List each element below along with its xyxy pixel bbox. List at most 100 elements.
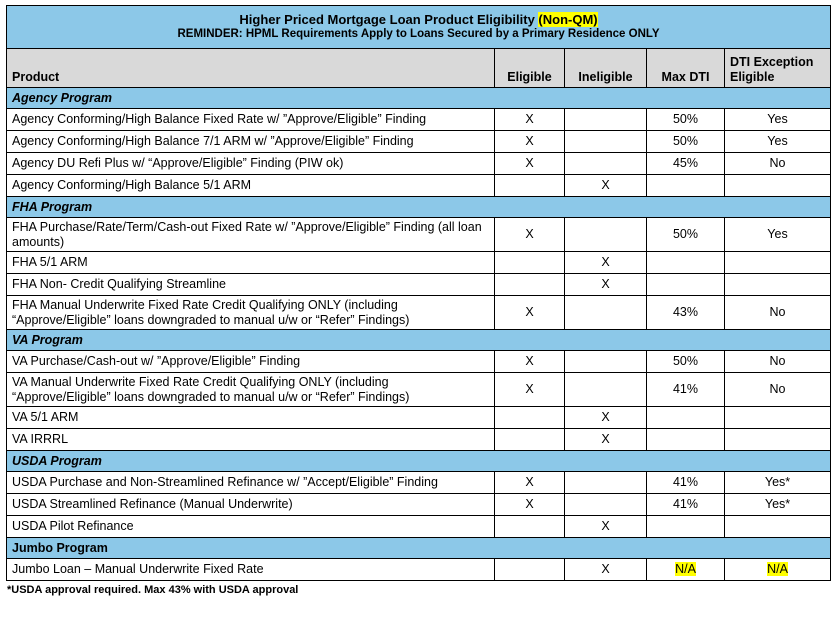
eligible-cell: X	[494, 372, 565, 407]
table-title: Higher Priced Mortgage Loan Product Elig…	[12, 12, 825, 27]
dti-exception-cell: No	[723, 350, 832, 373]
product-cell: VA IRRRL	[6, 428, 495, 451]
dti-exception-cell	[723, 174, 832, 197]
eligible-cell: X	[494, 130, 565, 153]
table-row: FHA Manual Underwrite Fixed Rate Credit …	[6, 295, 832, 330]
table-row: USDA Streamlined Refinance (Manual Under…	[6, 493, 832, 516]
product-cell: VA 5/1 ARM	[6, 406, 495, 429]
product-cell: USDA Purchase and Non-Streamlined Refina…	[6, 471, 495, 494]
table-row: Agency Conforming/High Balance Fixed Rat…	[6, 108, 832, 131]
max-dti-cell: 41%	[646, 493, 725, 516]
max-dti-cell: 43%	[646, 295, 725, 330]
table-row: Jumbo Loan – Manual Underwrite Fixed Rat…	[6, 558, 832, 581]
product-cell: USDA Streamlined Refinance (Manual Under…	[6, 493, 495, 516]
table-row: Agency Conforming/High Balance 5/1 ARM X	[6, 174, 832, 197]
highlighted-value: N/A	[767, 562, 788, 576]
eligible-cell	[494, 558, 565, 581]
ineligible-cell: X	[564, 273, 647, 296]
eligible-cell: X	[494, 350, 565, 373]
eligible-cell	[494, 174, 565, 197]
table-title-row: Higher Priced Mortgage Loan Product Elig…	[5, 5, 832, 49]
max-dti-cell: 41%	[646, 372, 725, 407]
dti-exception-cell: Yes*	[723, 471, 832, 494]
ineligible-cell	[564, 108, 647, 131]
eligible-cell: X	[494, 471, 565, 494]
eligible-cell: X	[494, 493, 565, 516]
eligibility-table: Higher Priced Mortgage Loan Product Elig…	[5, 5, 832, 581]
header-ineligible: Ineligible	[564, 48, 647, 88]
table-row: FHA 5/1 ARM X	[6, 251, 832, 274]
section-title: Jumbo Program	[5, 537, 832, 559]
product-cell: USDA Pilot Refinance	[6, 515, 495, 538]
max-dti-cell: 45%	[646, 152, 725, 175]
max-dti-cell	[646, 174, 725, 197]
eligible-cell: X	[494, 295, 565, 330]
header-dti-exception-line2: Eligible	[730, 70, 775, 84]
product-cell: Jumbo Loan – Manual Underwrite Fixed Rat…	[6, 558, 495, 581]
dti-exception-cell	[723, 251, 832, 274]
eligibility-document: Higher Priced Mortgage Loan Product Elig…	[5, 5, 832, 596]
product-cell: VA Purchase/Cash-out w/ ”Approve/Eligibl…	[6, 350, 495, 373]
product-cell: Agency Conforming/High Balance 7/1 ARM w…	[6, 130, 495, 153]
max-dti-cell	[646, 515, 725, 538]
table-row: FHA Non- Credit Qualifying Streamline X	[6, 273, 832, 296]
table-row: VA Manual Underwrite Fixed Rate Credit Q…	[6, 372, 832, 407]
section-row: FHA Program	[5, 196, 832, 218]
table-row: Agency Conforming/High Balance 7/1 ARM w…	[6, 130, 832, 153]
eligible-cell	[494, 406, 565, 429]
header-product: Product	[6, 48, 495, 88]
header-dti-exception-line1: DTI Exception	[730, 55, 814, 69]
dti-exception-cell: N/A	[723, 558, 832, 581]
dti-exception-cell: No	[723, 295, 832, 330]
table-row: VA IRRRL X	[6, 428, 832, 451]
max-dti-cell	[646, 406, 725, 429]
product-cell: FHA 5/1 ARM	[6, 251, 495, 274]
table-row: VA 5/1 ARM X	[6, 406, 832, 429]
section-title: Agency Program	[5, 87, 832, 109]
product-cell: FHA Manual Underwrite Fixed Rate Credit …	[6, 295, 495, 330]
dti-exception-cell: Yes	[723, 217, 832, 252]
header-max-dti: Max DTI	[646, 48, 725, 88]
dti-exception-cell: Yes	[723, 130, 832, 153]
section-row: USDA Program	[5, 450, 832, 472]
max-dti-cell: 50%	[646, 217, 725, 252]
ineligible-cell	[564, 130, 647, 153]
eligible-cell	[494, 515, 565, 538]
ineligible-cell: X	[564, 174, 647, 197]
product-cell: Agency DU Refi Plus w/ “Approve/Eligible…	[6, 152, 495, 175]
highlighted-value: N/A	[675, 562, 696, 576]
ineligible-cell	[564, 350, 647, 373]
max-dti-cell	[646, 273, 725, 296]
section-title: VA Program	[5, 329, 832, 351]
dti-exception-cell: Yes	[723, 108, 832, 131]
table-row: VA Purchase/Cash-out w/ ”Approve/Eligibl…	[6, 350, 832, 373]
dti-exception-cell	[723, 515, 832, 538]
section-row: Agency Program	[5, 87, 832, 109]
ineligible-cell	[564, 372, 647, 407]
max-dti-cell	[646, 428, 725, 451]
table-title-cell: Higher Priced Mortgage Loan Product Elig…	[5, 5, 832, 49]
table-row: USDA Pilot Refinance X	[6, 515, 832, 538]
section-row: VA Program	[5, 329, 832, 351]
table-row: FHA Purchase/Rate/Term/Cash-out Fixed Ra…	[6, 217, 832, 252]
dti-exception-cell	[723, 273, 832, 296]
section-row: Jumbo Program	[5, 537, 832, 559]
max-dti-cell: 50%	[646, 350, 725, 373]
eligible-cell	[494, 273, 565, 296]
product-cell: VA Manual Underwrite Fixed Rate Credit Q…	[6, 372, 495, 407]
dti-exception-cell: No	[723, 152, 832, 175]
ineligible-cell: X	[564, 428, 647, 451]
section-title: USDA Program	[5, 450, 832, 472]
product-cell: Agency Conforming/High Balance Fixed Rat…	[6, 108, 495, 131]
eligible-cell	[494, 251, 565, 274]
product-cell: FHA Purchase/Rate/Term/Cash-out Fixed Ra…	[6, 217, 495, 252]
dti-exception-cell: Yes*	[723, 493, 832, 516]
ineligible-cell	[564, 295, 647, 330]
table-row: Agency DU Refi Plus w/ “Approve/Eligible…	[6, 152, 832, 175]
dti-exception-cell	[723, 428, 832, 451]
ineligible-cell: X	[564, 406, 647, 429]
section-title: FHA Program	[5, 196, 832, 218]
max-dti-cell: 50%	[646, 130, 725, 153]
max-dti-cell	[646, 251, 725, 274]
eligible-cell	[494, 428, 565, 451]
